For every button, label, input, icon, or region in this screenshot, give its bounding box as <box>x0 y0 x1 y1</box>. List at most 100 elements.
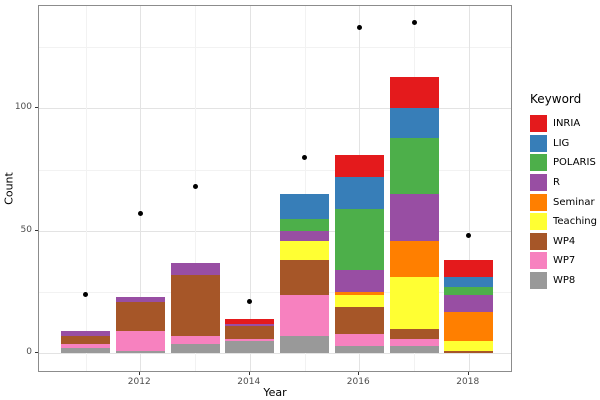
x-axis-title: Year <box>263 386 287 399</box>
legend-item-label: WP7 <box>553 255 576 267</box>
gridline-vertical-major <box>140 6 142 371</box>
gridline-horizontal-major <box>39 108 511 110</box>
gridline-horizontal-minor <box>39 292 511 294</box>
y-tick-label: 100 <box>14 102 32 113</box>
bar-segment-wp7 <box>280 294 329 337</box>
legend-key-swatch <box>530 252 547 270</box>
bar-segment-inria <box>225 319 275 324</box>
x-tick-label: 2012 <box>127 377 151 387</box>
bar-segment-teaching <box>280 240 329 261</box>
legend-item-wp4: WP4 <box>528 232 598 252</box>
gridline-horizontal-major <box>39 353 511 355</box>
legend-title: Keyword <box>530 92 582 106</box>
bar-segment-inria <box>444 260 494 278</box>
legend-item-label: POLARIS <box>553 157 596 169</box>
bar-segment-seminar <box>334 292 384 295</box>
bar-segment-r <box>115 296 165 302</box>
bar-segment-wp8 <box>170 343 220 354</box>
scatter-point <box>356 25 362 31</box>
bar-segment-wp4 <box>115 301 165 332</box>
bar-segment-wp4 <box>61 336 110 344</box>
legend-key-swatch <box>530 193 547 211</box>
bar-segment-wp4 <box>225 326 275 339</box>
legend-item-wp8: WP8 <box>528 271 598 291</box>
bar-segment-seminar <box>389 240 439 278</box>
gridline-vertical-minor <box>304 6 306 371</box>
bar-segment-wp7 <box>170 336 220 344</box>
bar-segment-wp4 <box>170 274 220 337</box>
bar-segment-r <box>389 194 439 241</box>
y-tick-label: 0 <box>26 347 32 358</box>
x-tick-label: 2018 <box>456 377 480 387</box>
legend-item-polaris: POLARIS <box>528 153 598 173</box>
legend-item-label: WP8 <box>553 275 576 287</box>
bar-segment-teaching <box>334 294 384 307</box>
bar-segment-wp4 <box>280 260 329 295</box>
bar-segment-wp7 <box>115 331 165 351</box>
bar-segment-inria <box>389 76 439 109</box>
x-tick-label: 2014 <box>237 377 261 387</box>
bar-segment-r <box>225 323 275 327</box>
bar-segment-wp8 <box>389 345 439 354</box>
scatter-point <box>137 211 143 217</box>
x-tick-mark <box>139 372 141 375</box>
bar-segment-wp8 <box>61 348 110 354</box>
bar-segment-r <box>334 270 384 293</box>
x-tick-label: 2016 <box>346 377 370 387</box>
y-axis-title: Count <box>2 172 16 205</box>
bar-segment-polaris <box>444 287 494 295</box>
gridline-vertical-major <box>249 6 251 371</box>
bar-segment-polaris <box>334 208 384 271</box>
legend: Keyword INRIA LIG POLARIS R Seminar Teaching W… <box>528 92 598 290</box>
bar-segment-wp4 <box>389 328 439 339</box>
bar-segment-r <box>444 294 494 312</box>
legend-item-seminar: Seminar <box>528 192 598 212</box>
bar-segment-wp7 <box>225 338 275 342</box>
scatter-point <box>192 184 198 190</box>
scatter-point <box>466 233 472 239</box>
bar-segment-wp8 <box>115 350 165 354</box>
legend-key-swatch <box>530 232 547 250</box>
bar-segment-teaching <box>389 277 439 329</box>
legend-item-label: Teaching <box>553 216 597 228</box>
bar-segment-wp8 <box>280 336 329 354</box>
scatter-point <box>247 299 253 305</box>
bar-segment-r <box>170 262 220 275</box>
bar-segment-inria <box>334 154 384 178</box>
bar-segment-wp8 <box>225 341 275 354</box>
gridline-horizontal-minor <box>39 169 511 171</box>
bar-segment-teaching <box>444 341 494 351</box>
legend-item-lig: LIG <box>528 134 598 154</box>
legend-item-wp7: WP7 <box>528 251 598 271</box>
bar-segment-polaris <box>280 218 329 231</box>
bar-segment-wp7 <box>334 333 384 346</box>
legend-key-swatch <box>530 213 547 231</box>
gridline-vertical-minor <box>85 6 87 371</box>
bar-segment-lig <box>280 194 329 219</box>
bar-segment-wp7 <box>389 338 439 346</box>
x-tick-mark <box>467 372 469 375</box>
scatter-point <box>411 20 417 26</box>
legend-key-swatch <box>530 174 547 192</box>
bar-segment-lig <box>444 277 494 288</box>
legend-key-swatch <box>530 154 547 172</box>
bar-segment-seminar <box>444 311 494 342</box>
legend-item-label: LIG <box>553 137 570 149</box>
legend-item-r: R <box>528 173 598 193</box>
bar-segment-wp4 <box>444 350 494 354</box>
bar-segment-wp7 <box>61 343 110 349</box>
bar-segment-lig <box>389 108 439 138</box>
plot-panel <box>38 5 512 372</box>
legend-items: INRIA LIG POLARIS R Seminar Teaching WP4 WP7 WP8 <box>528 114 598 290</box>
scatter-point <box>302 154 307 160</box>
legend-item-label: R <box>553 177 560 189</box>
gridline-horizontal-major <box>39 230 511 232</box>
legend-item-teaching: Teaching <box>528 212 598 232</box>
y-tick-mark <box>35 107 38 109</box>
y-tick-mark <box>35 352 38 354</box>
legend-key-swatch <box>530 134 547 152</box>
bar-segment-r <box>280 230 329 241</box>
bar-segment-polaris <box>389 137 439 195</box>
y-tick-mark <box>35 229 38 231</box>
